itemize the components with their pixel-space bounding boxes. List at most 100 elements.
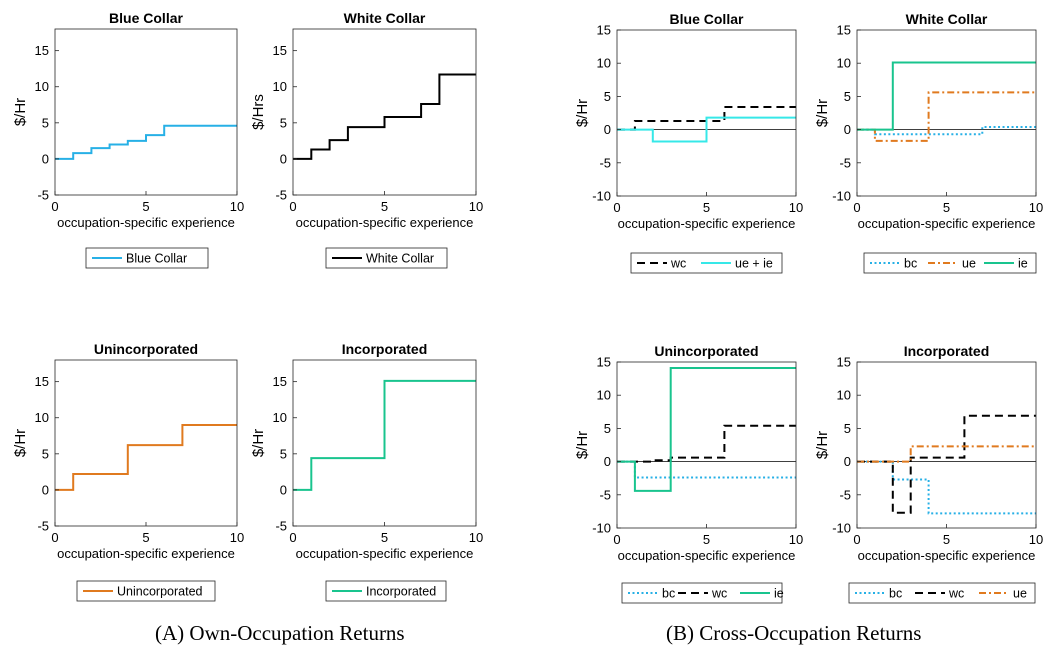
legend: bc wc ue	[848, 582, 1036, 604]
y-tick-label: 10	[35, 410, 49, 425]
legend-label: bc	[904, 257, 917, 271]
legend: Unincorporated	[76, 580, 216, 602]
legend-box	[85, 247, 209, 269]
series-line-wc	[857, 414, 1036, 514]
x-tick-label: 10	[230, 199, 244, 214]
legend: wc ue + ie	[630, 252, 783, 274]
y-axis-label: $/Hr	[814, 99, 831, 127]
chart-panel-2: Blue Collar 0 5 10 -10 -5 0 5 10 15 occupation-spe…	[574, 11, 803, 274]
y-tick-label: -5	[599, 155, 611, 170]
y-tick-label: -5	[839, 155, 851, 170]
legend-label: Incorporated	[366, 585, 436, 599]
y-axis-label: $/Hr	[12, 429, 29, 457]
y-axis-label: $/Hr	[250, 429, 267, 457]
series-line-ie	[857, 61, 1036, 131]
series-line-whitecollar	[293, 73, 476, 160]
y-axis-label: $/Hr	[574, 99, 591, 127]
legend-label: ie	[774, 587, 784, 601]
y-tick-label: 15	[837, 355, 851, 370]
x-tick-label: 0	[289, 530, 296, 545]
plot-frame	[54, 359, 238, 527]
y-tick-label: -5	[839, 487, 851, 502]
y-tick-label: -10	[832, 189, 851, 204]
legend: bc ue ie	[863, 252, 1037, 274]
x-tick-label: 10	[469, 199, 483, 214]
caption-a-tag: (A)	[155, 621, 185, 645]
y-tick-label: 5	[280, 115, 287, 130]
y-tick-label: 10	[273, 79, 287, 94]
plot-frame	[616, 361, 797, 529]
y-tick-label: 10	[837, 56, 851, 71]
x-tick-label: 10	[789, 200, 803, 215]
y-tick-label: 10	[273, 410, 287, 425]
y-tick-label: -5	[275, 188, 287, 203]
x-tick-label: 5	[703, 532, 710, 547]
chart-title: Incorporated	[904, 343, 990, 359]
series-line-ue	[857, 445, 1036, 463]
y-tick-label: 0	[604, 454, 611, 469]
x-axis-label: occupation-specific experience	[296, 215, 474, 230]
x-tick-label: 5	[703, 200, 710, 215]
chart-title: Unincorporated	[94, 341, 198, 357]
x-tick-label: 10	[1029, 532, 1043, 547]
x-tick-label: 0	[853, 200, 860, 215]
y-tick-label: 15	[273, 374, 287, 389]
y-axis-label: $/Hrs	[250, 94, 267, 130]
series-line-bc	[617, 460, 796, 479]
x-axis-label: occupation-specific experience	[858, 548, 1036, 563]
caption-b-tag: (B)	[666, 621, 694, 645]
y-tick-label: 15	[35, 374, 49, 389]
y-tick-label: 0	[604, 122, 611, 137]
x-axis-label: occupation-specific experience	[296, 546, 474, 561]
chart-panel-7: Incorporated 0 5 10 -10 -5 0 5 10 15 occupation-sp…	[814, 343, 1043, 604]
y-tick-label: 0	[280, 151, 287, 166]
x-axis-label: occupation-specific experience	[858, 216, 1036, 231]
x-axis-label: occupation-specific experience	[618, 548, 796, 563]
series-line-ie	[617, 366, 796, 492]
legend-label: ue + ie	[735, 257, 773, 271]
legend: Incorporated	[325, 580, 447, 602]
caption-b: (B) Cross-Occupation Returns	[666, 621, 921, 646]
x-axis-label: occupation-specific experience	[57, 546, 235, 561]
series-line-wc	[617, 424, 796, 463]
caption-b-text: Cross-Occupation Returns	[699, 621, 922, 645]
legend: White Collar	[325, 247, 448, 269]
legend-box	[325, 247, 448, 269]
legend-box	[325, 580, 447, 602]
y-tick-label: 10	[837, 388, 851, 403]
chart-title: Blue Collar	[109, 10, 183, 26]
plot-frame	[856, 29, 1037, 197]
y-tick-label: 0	[280, 482, 287, 497]
y-tick-label: -5	[599, 487, 611, 502]
y-tick-label: 15	[597, 355, 611, 370]
legend-box	[621, 582, 783, 604]
x-tick-label: 10	[1029, 200, 1043, 215]
x-tick-label: 5	[142, 199, 149, 214]
x-tick-label: 0	[51, 530, 58, 545]
y-tick-label: 0	[844, 454, 851, 469]
y-tick-label: -10	[592, 189, 611, 204]
legend-label: wc	[711, 587, 727, 601]
x-tick-label: 5	[943, 532, 950, 547]
x-tick-label: 10	[469, 530, 483, 545]
legend-label: wc	[948, 587, 964, 601]
series-line-ue	[857, 91, 1036, 142]
y-tick-label: 5	[844, 89, 851, 104]
y-tick-label: -10	[832, 521, 851, 536]
series-line-unincorporated	[55, 423, 237, 491]
y-tick-label: 15	[35, 43, 49, 58]
x-tick-label: 0	[289, 199, 296, 214]
legend: bc wc ie	[621, 582, 784, 604]
y-tick-label: 0	[42, 151, 49, 166]
x-tick-label: 5	[943, 200, 950, 215]
x-tick-label: 5	[381, 199, 388, 214]
y-tick-label: 5	[604, 89, 611, 104]
x-tick-label: 10	[230, 530, 244, 545]
y-tick-label: 10	[597, 388, 611, 403]
plot-frame	[856, 361, 1037, 529]
series-line-bc	[857, 460, 1036, 515]
y-tick-label: 0	[42, 482, 49, 497]
